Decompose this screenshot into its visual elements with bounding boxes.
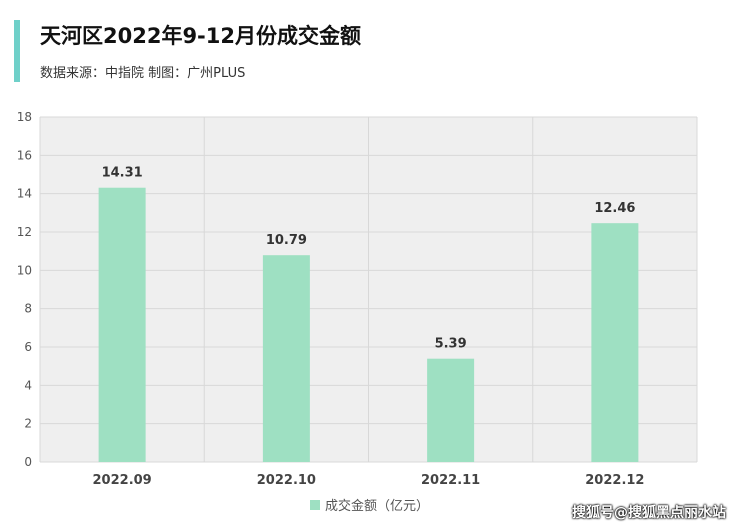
data-label: 14.31: [102, 166, 143, 181]
y-tick-label: 0: [24, 455, 32, 469]
bar: [98, 187, 146, 462]
title-accent-bar: [14, 20, 20, 82]
y-tick-label: 8: [24, 302, 32, 316]
y-tick-label: 18: [17, 110, 32, 124]
x-tick-label: 2022.10: [257, 473, 316, 488]
bar: [427, 358, 475, 462]
chart-subtitle: 数据来源：中指院 制图：广州PLUS: [40, 66, 246, 81]
data-label: 10.79: [266, 233, 307, 248]
legend-label: 成交金额（亿元）: [325, 498, 429, 514]
chart-title: 天河区2022年9-12月份成交金额: [40, 24, 361, 48]
bar: [262, 255, 310, 462]
data-label: 5.39: [435, 337, 467, 352]
x-tick-label: 2022.12: [585, 473, 644, 488]
data-label: 12.46: [594, 201, 635, 216]
watermark: 搜狐号@搜狐黑点丽水站: [572, 505, 726, 521]
y-tick-label: 4: [24, 378, 32, 392]
bar: [591, 223, 639, 462]
y-tick-label: 2: [24, 417, 32, 431]
y-tick-label: 10: [17, 263, 32, 277]
y-tick-label: 6: [24, 340, 32, 354]
legend-swatch: [310, 500, 320, 510]
x-tick-label: 2022.11: [421, 473, 480, 488]
x-tick-label: 2022.09: [93, 473, 152, 488]
y-tick-label: 12: [17, 225, 32, 239]
y-tick-label: 14: [17, 187, 32, 201]
y-tick-label: 16: [17, 148, 32, 162]
